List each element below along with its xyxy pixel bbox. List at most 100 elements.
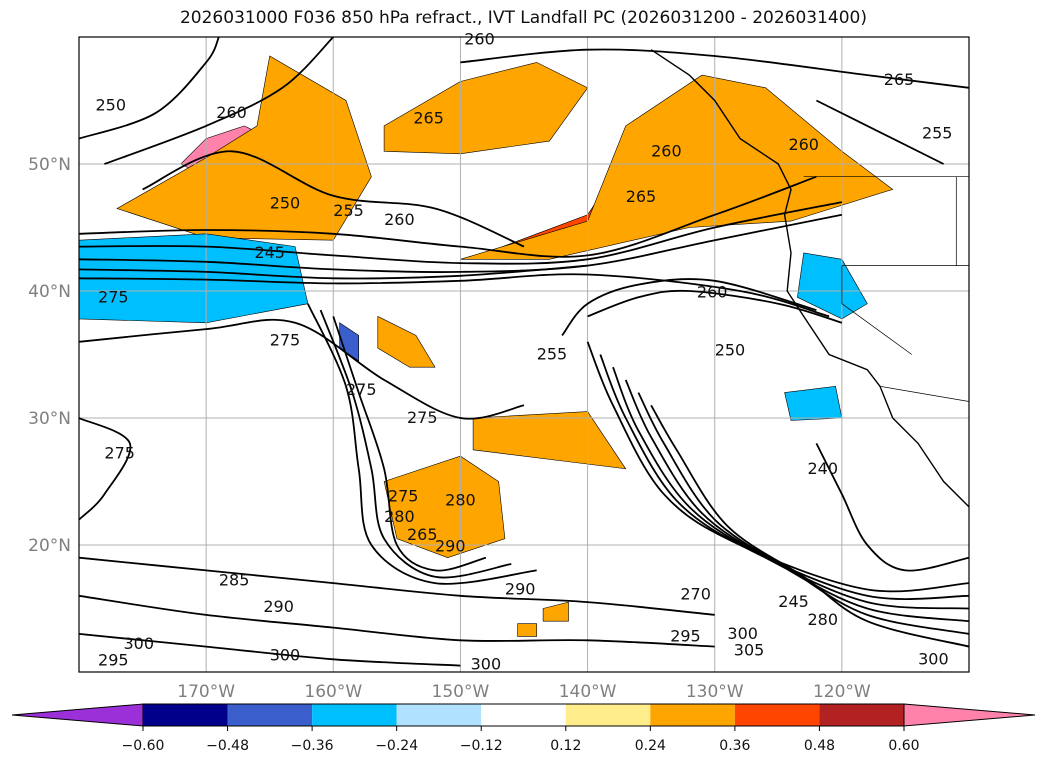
colorbar-tick-label: −0.12: [460, 738, 503, 754]
contour-label: 275: [104, 444, 135, 463]
refractivity-contour-7: [142, 150, 525, 248]
political-border: [841, 265, 913, 355]
refractivity-contour-26: [815, 442, 969, 572]
colorbar-bin: [143, 704, 228, 726]
refractivity-contour-0: [79, 175, 817, 258]
pc-region-14: [797, 252, 868, 320]
pc-region-17: [377, 315, 436, 368]
contour-label: 280: [445, 491, 476, 510]
colorbar-tick-label: 0.60: [888, 738, 919, 754]
contour-label: 265: [413, 108, 444, 127]
political-border: [879, 385, 969, 402]
refractivity-contour-9: [319, 309, 512, 579]
contour-label: 240: [808, 459, 839, 478]
contour-label: 300: [270, 645, 301, 664]
refractivity-contour-2: [79, 213, 843, 273]
contour-label: 260: [384, 210, 415, 229]
contour-label: 265: [626, 187, 657, 206]
contour-label: 260: [216, 103, 247, 122]
contour-label: 275: [270, 331, 301, 350]
contour-label: 285: [219, 571, 250, 590]
contour-label: 255: [333, 201, 364, 220]
colorbar-bin: [396, 704, 482, 726]
contour-label: 250: [270, 193, 301, 212]
refractivity-contour-3: [79, 264, 588, 280]
colorbar-tick-label: 0.36: [719, 738, 750, 754]
colorbar-bin: [565, 704, 651, 726]
contour-label: 250: [96, 96, 127, 115]
contour-label: 265: [407, 525, 438, 544]
contour-label: 300: [123, 634, 154, 653]
refractivity-contour-20: [79, 594, 715, 648]
colorbar-frame: [142, 703, 905, 727]
refractivity-contour-17: [587, 289, 843, 324]
contour-label: 265: [884, 70, 915, 89]
pc-region-5: [383, 62, 589, 155]
refractivity-contour-16: [650, 404, 969, 648]
colorbar-tick-label: 0.48: [804, 738, 835, 754]
contour-label: 270: [680, 585, 711, 604]
y-tick-label: 20°N: [28, 536, 71, 556]
x-tick-label: 160°W: [304, 682, 362, 702]
y-tick-label: 40°N: [28, 282, 71, 302]
colorbar-tick-label: 0.24: [635, 738, 666, 754]
refractivity-contour-14: [624, 379, 969, 623]
contour-label: 275: [388, 487, 419, 506]
coastline: [650, 49, 969, 508]
refractivity-contour-6: [104, 37, 334, 165]
colorbar-tick-label: −0.36: [291, 738, 334, 754]
contour-label: 300: [727, 624, 758, 643]
colorbar-tick-label: −0.60: [122, 738, 165, 754]
colorbar-bin: [227, 704, 313, 726]
contour-label: 245: [778, 592, 809, 611]
contour-label: 290: [505, 579, 536, 598]
chart-title: 2026031000 F036 850 hPa refract., IVT La…: [179, 8, 867, 28]
refractivity-contour-18: [561, 278, 817, 336]
contour-label: 260: [697, 282, 728, 301]
pc-region-15: [339, 322, 360, 362]
colorbar-bin: [819, 704, 904, 726]
refractivity-contour-13: [612, 366, 969, 610]
colorbar-bin: [650, 704, 735, 726]
contour-label: 290: [263, 597, 294, 616]
map-frame: [78, 36, 970, 673]
x-tick-label: 150°W: [432, 682, 490, 702]
contour-label: 290: [435, 536, 466, 555]
x-tick-label: 120°W: [813, 682, 871, 702]
refractivity-contour-19: [79, 556, 715, 616]
x-tick-labels: 170°W 160°W 150°W 140°W 130°W 120°W: [177, 682, 871, 702]
refractivity-contour-12: [599, 354, 969, 600]
x-tick-label: 170°W: [177, 682, 235, 702]
contour-label: 260: [788, 135, 819, 154]
contour-label: 275: [346, 380, 377, 399]
pc-region-3: [116, 55, 372, 241]
pc-region-26: [542, 601, 569, 622]
y-tick-label: 30°N: [28, 409, 71, 429]
refractivity-contour-23: [79, 417, 132, 521]
contour-label: 300: [918, 649, 949, 668]
colorbar-tick-label: −0.48: [206, 738, 249, 754]
colorbar-bin: [481, 704, 566, 726]
refractivity-contour-11: [586, 341, 969, 593]
pc-region-27: [517, 623, 538, 637]
contour-label: 295: [98, 651, 129, 670]
refractivity-contour-4: [79, 273, 830, 318]
contour-label: 295: [670, 626, 701, 645]
colorbar-bin: [312, 704, 397, 726]
refractivity-contour-1: [79, 201, 843, 265]
contour-label: 250: [715, 341, 746, 360]
refractivity-contour-layer: [79, 37, 969, 667]
contour-label: 300: [471, 654, 502, 673]
refractivity-contour-25: [815, 99, 944, 165]
contour-label: 275: [407, 408, 438, 427]
colorbar-bin: [734, 704, 820, 726]
contour-label: 260: [651, 141, 682, 160]
colorbar-over-extension: [903, 703, 1036, 727]
y-tick-labels: 20°N 30°N 40°N 50°N: [28, 155, 71, 556]
contour-label: 280: [384, 507, 415, 526]
refractivity-contour-10: [307, 303, 537, 585]
colorbar-under-extension: [11, 703, 144, 727]
contour-label: 255: [537, 345, 568, 364]
contour-label: 245: [254, 243, 285, 262]
pc-region-25: [784, 385, 843, 421]
